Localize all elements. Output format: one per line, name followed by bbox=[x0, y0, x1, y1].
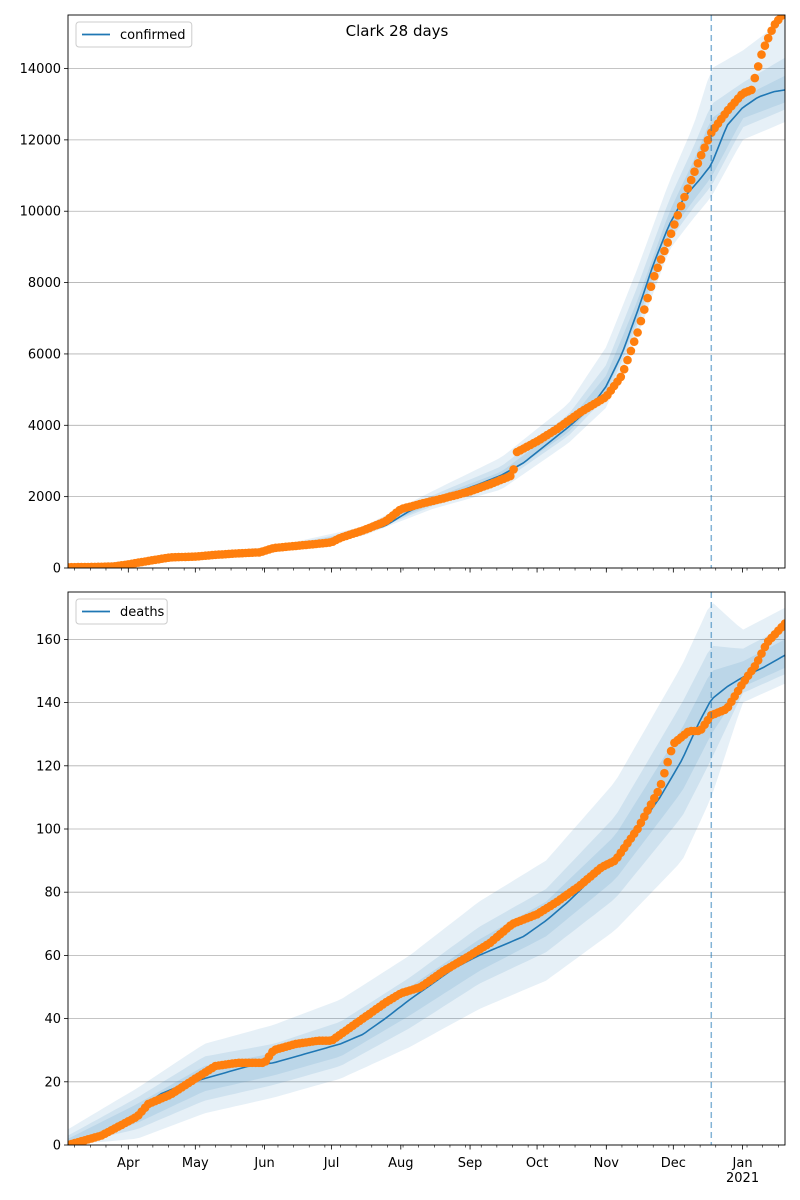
observed-point bbox=[686, 175, 696, 185]
y-tick-label: 20 bbox=[44, 1075, 61, 1090]
legend-label: deaths bbox=[120, 605, 165, 620]
band-middle bbox=[68, 57, 785, 568]
y-tick-label: 10000 bbox=[20, 205, 61, 220]
observed-point bbox=[680, 192, 689, 202]
observed-point bbox=[633, 328, 642, 337]
legend: deaths bbox=[75, 598, 168, 625]
observed-point bbox=[623, 355, 632, 365]
observed-point bbox=[506, 471, 515, 481]
observed-point bbox=[616, 372, 626, 382]
observed-point bbox=[643, 293, 652, 303]
legend: confirmed bbox=[75, 21, 193, 48]
observed-point bbox=[676, 201, 686, 211]
observed-point bbox=[693, 159, 703, 168]
observed-point bbox=[782, 15, 785, 16]
x-tick-label: Jul bbox=[323, 1156, 340, 1171]
plot-area bbox=[68, 15, 785, 568]
observed-point bbox=[700, 143, 709, 152]
observed-point bbox=[653, 263, 662, 273]
observed-point bbox=[753, 656, 763, 665]
observed-point bbox=[670, 220, 679, 229]
band-outer bbox=[68, 603, 785, 1145]
observed-point bbox=[626, 346, 636, 356]
y-tick-label: 120 bbox=[36, 759, 61, 774]
observed-point bbox=[629, 337, 639, 347]
observed-point bbox=[690, 167, 699, 176]
observed-point bbox=[653, 787, 662, 797]
observed-point bbox=[753, 62, 763, 71]
y-tick-label: 2000 bbox=[28, 490, 61, 505]
observed-point bbox=[760, 41, 770, 50]
x-tick-label: Dec bbox=[661, 1156, 686, 1171]
y-tick-label: 6000 bbox=[28, 347, 61, 362]
observed-point bbox=[673, 211, 683, 220]
legend-box bbox=[75, 598, 168, 625]
observed-point bbox=[663, 757, 672, 767]
observed-point bbox=[640, 305, 649, 314]
observed-point bbox=[757, 649, 766, 658]
observed-point bbox=[660, 246, 669, 256]
observed-point bbox=[780, 619, 785, 628]
observed-point bbox=[646, 282, 656, 292]
legend-label: confirmed bbox=[120, 28, 186, 43]
observed-point bbox=[656, 779, 666, 789]
y-tick-label: 14000 bbox=[20, 62, 61, 77]
band-inner bbox=[68, 639, 785, 1145]
x-tick-label: May bbox=[182, 1156, 209, 1171]
x-tick-label: Jan bbox=[732, 1156, 753, 1171]
y-tick-label: 160 bbox=[36, 633, 61, 648]
observed-point bbox=[663, 238, 672, 247]
x-tick-label: 2021 bbox=[726, 1171, 759, 1186]
band-inner bbox=[68, 75, 785, 568]
deaths-panel: 0 20 40 60 80 100 120 140 160 Apr May Jun Jul Aug Sep O… bbox=[36, 591, 786, 1186]
legend-box bbox=[75, 21, 193, 48]
band-outer bbox=[68, 18, 785, 568]
observed-point bbox=[683, 184, 693, 193]
y-tick-label: 4000 bbox=[28, 419, 61, 434]
observed-point bbox=[619, 364, 629, 374]
y-tick-label: 0 bbox=[53, 562, 61, 577]
x-tick-label: Nov bbox=[594, 1156, 620, 1171]
observed-point bbox=[696, 150, 706, 160]
y-tick-label: 0 bbox=[53, 1139, 61, 1154]
x-tick-label: Oct bbox=[526, 1156, 548, 1171]
figure-title: Clark 28 days bbox=[346, 22, 449, 40]
observed-point bbox=[747, 85, 756, 95]
observed-point bbox=[757, 50, 766, 59]
x-tick-label: Aug bbox=[388, 1156, 413, 1171]
y-tick-label: 140 bbox=[36, 696, 61, 711]
observed-point bbox=[666, 746, 676, 756]
x-tick-label: Apr bbox=[117, 1156, 140, 1171]
y-tick-label: 60 bbox=[44, 949, 61, 964]
observed-point bbox=[777, 15, 785, 20]
confirmed-panel: 0 2000 4000 6000 8000 10000 12000 14000 confirme… bbox=[20, 14, 786, 577]
observed-point bbox=[660, 768, 669, 778]
y-tick-label: 12000 bbox=[20, 133, 61, 148]
y-tick-label: 100 bbox=[36, 823, 61, 838]
observed-point bbox=[703, 135, 713, 145]
axes-frame bbox=[67, 14, 786, 569]
x-tick-label: Jun bbox=[253, 1156, 274, 1171]
observed-point bbox=[650, 271, 659, 281]
observed-point bbox=[656, 255, 666, 264]
observed-point bbox=[636, 316, 646, 326]
y-tick-label: 8000 bbox=[28, 276, 61, 291]
observed-point bbox=[763, 33, 773, 43]
observed-point bbox=[767, 26, 776, 35]
y-tick-label: 80 bbox=[44, 886, 61, 901]
band-middle bbox=[68, 626, 785, 1145]
observed-point bbox=[509, 465, 518, 474]
y-tick-label: 40 bbox=[44, 1012, 61, 1027]
axes-frame bbox=[67, 591, 786, 1146]
observed-point bbox=[666, 229, 676, 238]
plot-area bbox=[68, 603, 785, 1145]
observed-point bbox=[750, 73, 760, 83]
x-tick-label: Sep bbox=[458, 1156, 483, 1171]
